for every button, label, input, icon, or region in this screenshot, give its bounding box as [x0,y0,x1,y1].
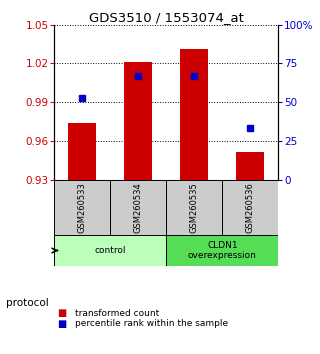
Title: GDS3510 / 1553074_at: GDS3510 / 1553074_at [89,11,244,24]
Bar [54,179,110,235]
Bar [124,62,152,179]
Text: percentile rank within the sample: percentile rank within the sample [75,319,228,329]
Text: ■: ■ [58,308,67,318]
Bar [166,235,278,266]
Text: ■: ■ [58,319,67,329]
Bar [110,179,166,235]
Bar [68,123,96,179]
Text: control: control [95,246,126,255]
Text: GSM260534: GSM260534 [134,182,143,233]
Text: protocol: protocol [6,298,49,308]
Bar [180,49,208,179]
Bar [166,179,222,235]
Text: GSM260535: GSM260535 [190,182,199,233]
Bar [222,179,278,235]
Bar [54,235,166,266]
Text: GSM260533: GSM260533 [78,182,87,233]
Text: transformed count: transformed count [75,309,159,318]
Bar [236,153,264,179]
Text: CLDN1
overexpression: CLDN1 overexpression [188,241,257,260]
Text: GSM260536: GSM260536 [246,182,255,233]
